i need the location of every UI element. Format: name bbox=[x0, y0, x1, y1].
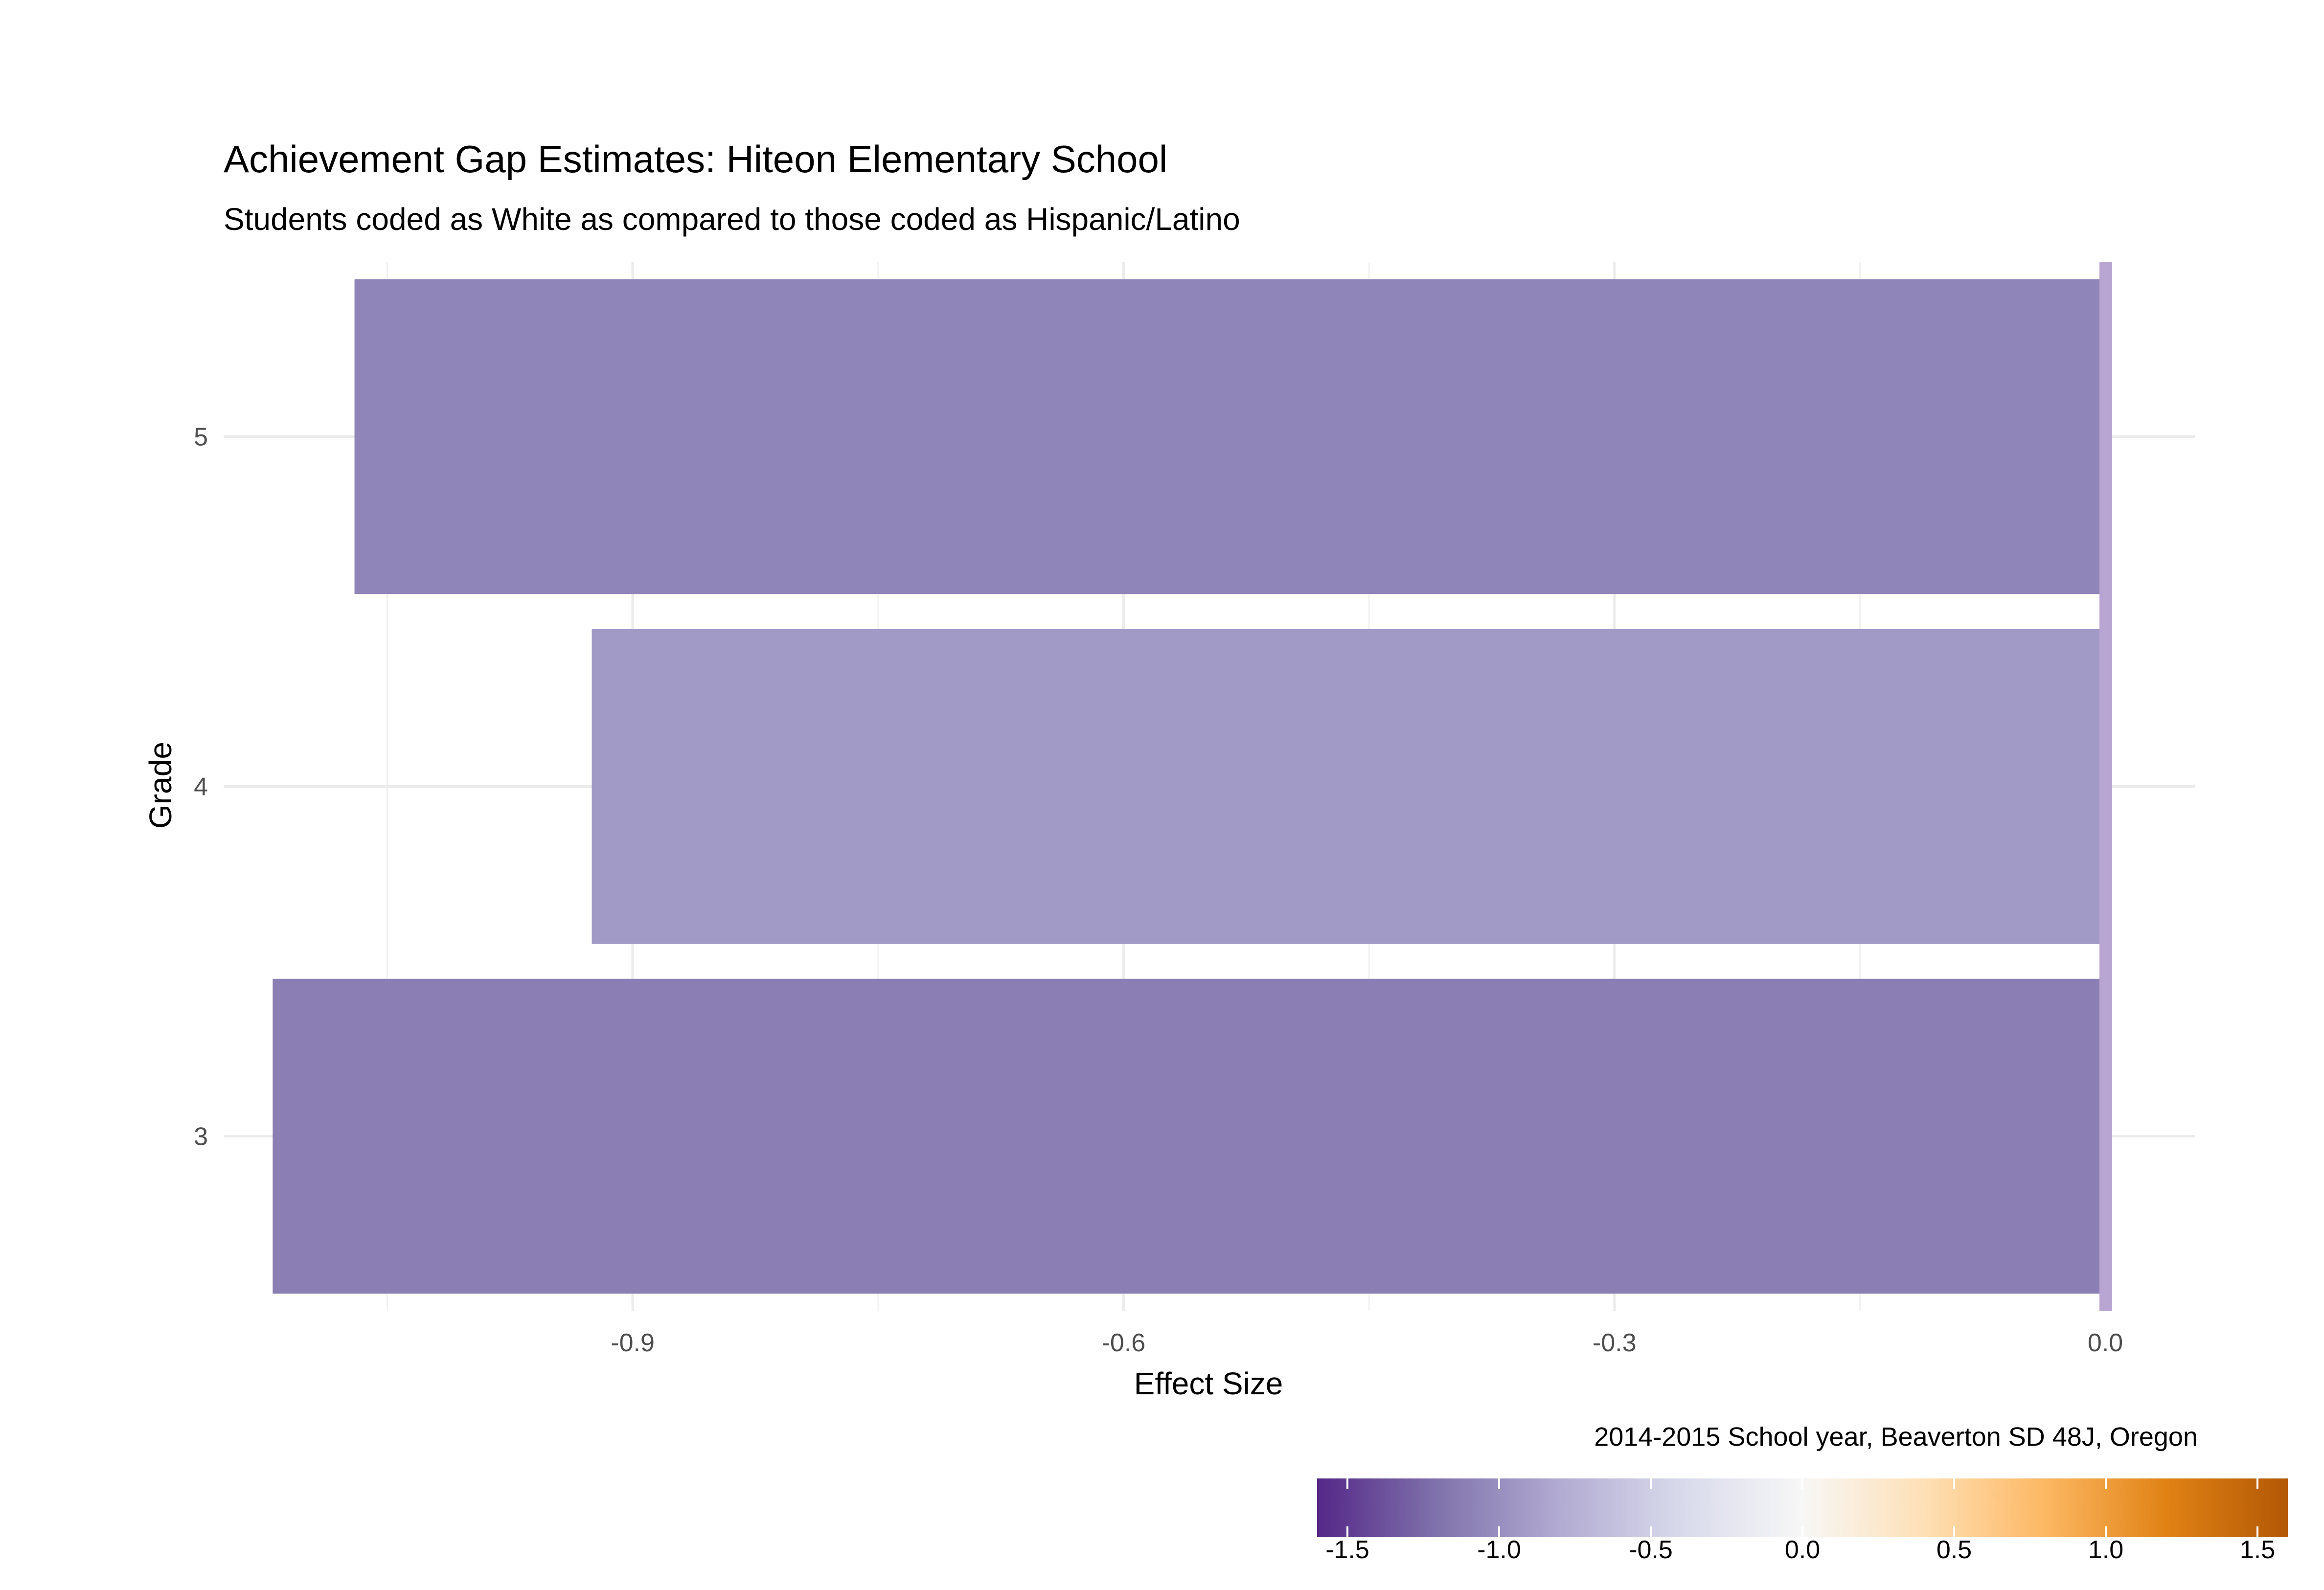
bar-grade-4 bbox=[592, 629, 2106, 944]
x-axis-tick-labels: -0.9 -0.6 -0.3 0.0 bbox=[611, 1329, 2123, 1357]
y-axis-label: Grade bbox=[143, 742, 178, 829]
y-tick-label: 3 bbox=[194, 1123, 208, 1151]
y-axis-tick-labels: 3 4 5 bbox=[194, 423, 208, 1151]
x-tick-label: -0.3 bbox=[1593, 1329, 1637, 1357]
legend-tick-label: 1.0 bbox=[2088, 1536, 2123, 1564]
bars-layer bbox=[273, 279, 2106, 1294]
zero-line bbox=[2099, 262, 2113, 1311]
x-tick-label: -0.6 bbox=[1102, 1329, 1146, 1357]
chart-title: Achievement Gap Estimates: Hiteon Elemen… bbox=[224, 137, 1167, 181]
legend-tick-label: -1.5 bbox=[1325, 1536, 1369, 1564]
bar-grade-3 bbox=[273, 978, 2106, 1294]
bar-grade-5 bbox=[354, 279, 2106, 594]
y-tick-label: 5 bbox=[194, 423, 208, 452]
legend-tick-label: -1.0 bbox=[1477, 1536, 1521, 1564]
chart-caption: 2014-2015 School year, Beaverton SD 48J,… bbox=[1594, 1422, 2198, 1452]
legend-ticks: -1.5 -1.0 -0.5 0.0 0.5 1.0 1.5 bbox=[1325, 1478, 2275, 1564]
x-tick-label: -0.9 bbox=[611, 1329, 655, 1357]
legend-tick-label: 1.5 bbox=[2240, 1536, 2275, 1564]
x-axis-label: Effect Size bbox=[1134, 1366, 1283, 1401]
legend-tick-label: 0.0 bbox=[1785, 1536, 1820, 1564]
x-tick-label: 0.0 bbox=[2088, 1329, 2123, 1357]
chart-subtitle: Students coded as White as compared to t… bbox=[224, 202, 1240, 237]
legend-tick-label: -0.5 bbox=[1629, 1536, 1673, 1564]
y-tick-label: 4 bbox=[194, 773, 208, 801]
zero-reference-line bbox=[2099, 262, 2113, 1311]
legend-tick-label: 0.5 bbox=[1937, 1536, 1972, 1564]
